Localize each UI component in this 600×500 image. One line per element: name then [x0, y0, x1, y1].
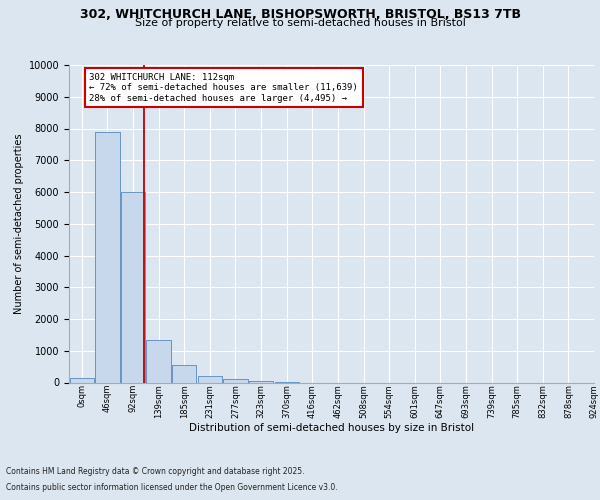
- Bar: [172, 365, 196, 382]
- Text: Contains public sector information licensed under the Open Government Licence v3: Contains public sector information licen…: [6, 484, 338, 492]
- Bar: [197, 376, 222, 382]
- Bar: [70, 378, 94, 382]
- Text: Contains HM Land Registry data © Crown copyright and database right 2025.: Contains HM Land Registry data © Crown c…: [6, 467, 305, 476]
- Y-axis label: Number of semi-detached properties: Number of semi-detached properties: [14, 134, 25, 314]
- Bar: [146, 340, 171, 382]
- Bar: [95, 132, 119, 382]
- Text: Size of property relative to semi-detached houses in Bristol: Size of property relative to semi-detach…: [134, 18, 466, 28]
- X-axis label: Distribution of semi-detached houses by size in Bristol: Distribution of semi-detached houses by …: [189, 424, 474, 434]
- Text: 302 WHITCHURCH LANE: 112sqm
← 72% of semi-detached houses are smaller (11,639)
2: 302 WHITCHURCH LANE: 112sqm ← 72% of sem…: [89, 73, 358, 102]
- Text: 302, WHITCHURCH LANE, BISHOPSWORTH, BRISTOL, BS13 7TB: 302, WHITCHURCH LANE, BISHOPSWORTH, BRIS…: [79, 8, 521, 20]
- Bar: [121, 192, 145, 382]
- Bar: [249, 381, 273, 382]
- Bar: [223, 378, 248, 382]
